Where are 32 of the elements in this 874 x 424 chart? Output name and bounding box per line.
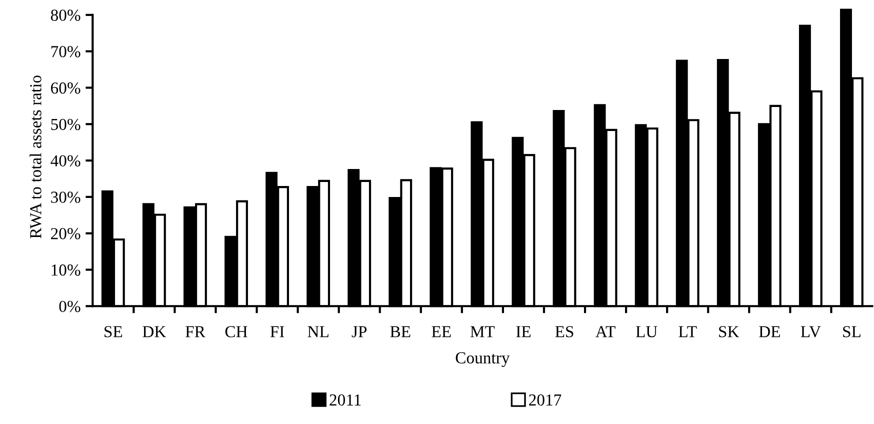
y-tick-label: 20% bbox=[51, 228, 80, 240]
x-tick-label: LU bbox=[636, 326, 658, 338]
x-tick-label: IE bbox=[516, 326, 531, 338]
x-tick-label: SK bbox=[719, 326, 740, 338]
x-tick-label: EE bbox=[432, 326, 451, 338]
y-tick-label: 10% bbox=[52, 264, 80, 276]
x-tick-label: JP bbox=[352, 326, 367, 338]
x-tick-label: SL bbox=[843, 326, 860, 338]
x-tick-label: FR bbox=[186, 326, 206, 338]
x-tick-label: DE bbox=[759, 326, 780, 338]
x-tick-label: NL bbox=[308, 326, 328, 338]
y-tick-label: 80% bbox=[50, 10, 80, 21]
x-tick-label: SE bbox=[104, 326, 122, 338]
y-axis-title: RWA to total assets ratio bbox=[30, 76, 42, 238]
y-tick-label: 0% bbox=[59, 300, 80, 312]
x-tick-label: CH bbox=[225, 326, 248, 338]
x-tick-label: BE bbox=[390, 326, 410, 338]
x-tick-label: ES bbox=[555, 326, 574, 338]
x-tick-label: LV bbox=[800, 326, 821, 338]
y-tick-label: 70% bbox=[51, 46, 80, 58]
legend-label: 2011 bbox=[330, 394, 361, 406]
legend-label: 2017 bbox=[529, 394, 562, 406]
x-tick-label: MT bbox=[470, 326, 495, 338]
x-tick-label: FI bbox=[270, 326, 284, 338]
y-tick-label: 60% bbox=[51, 82, 80, 94]
y-tick-label: 40% bbox=[50, 155, 80, 167]
x-tick-label: LT bbox=[678, 326, 697, 338]
y-tick-label: 30% bbox=[51, 192, 80, 203]
y-tick-label: 50% bbox=[51, 118, 80, 130]
x-tick-label: DK bbox=[142, 326, 166, 338]
x-tick-label: AT bbox=[596, 326, 616, 338]
x-axis-title: Country bbox=[456, 352, 510, 367]
